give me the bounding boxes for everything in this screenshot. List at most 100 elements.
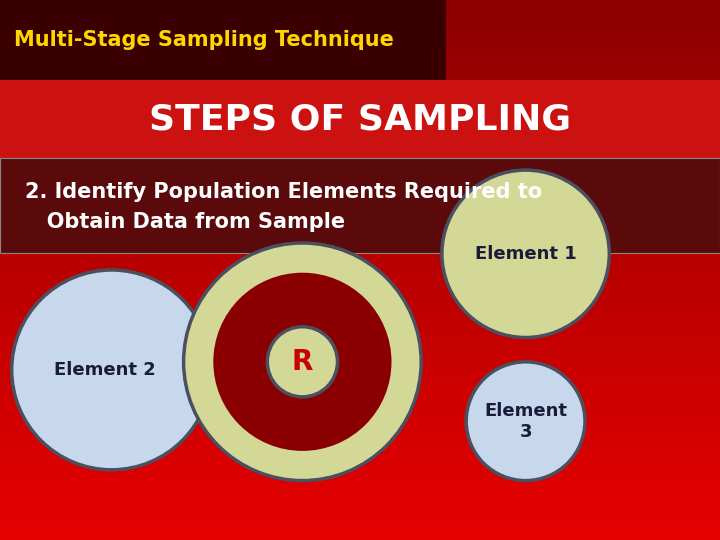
Bar <box>0 259 720 262</box>
Bar <box>0 184 720 186</box>
Bar <box>0 148 720 151</box>
Bar <box>0 389 720 392</box>
Bar <box>0 59 720 62</box>
Bar <box>0 205 720 208</box>
FancyBboxPatch shape <box>0 158 720 253</box>
Bar <box>0 346 720 348</box>
Bar <box>0 57 720 59</box>
Bar <box>0 11 720 14</box>
Bar <box>0 340 720 343</box>
Text: Obtain Data from Sample: Obtain Data from Sample <box>25 212 346 232</box>
Bar <box>0 292 720 294</box>
Bar <box>0 289 720 292</box>
Bar <box>0 76 720 78</box>
Bar <box>0 35 720 38</box>
Bar <box>0 232 720 235</box>
Bar <box>0 281 720 284</box>
Bar <box>0 405 720 408</box>
Bar <box>0 273 720 275</box>
Bar <box>0 494 720 497</box>
Bar <box>0 208 720 211</box>
Bar <box>0 22 720 24</box>
Bar <box>0 262 720 265</box>
Bar <box>0 537 720 540</box>
Bar <box>0 100 720 103</box>
Bar <box>0 427 720 429</box>
Bar <box>0 27 720 30</box>
Bar <box>0 157 720 159</box>
Bar <box>0 46 720 49</box>
Bar <box>0 97 720 100</box>
Bar <box>0 165 720 167</box>
Bar <box>0 370 720 373</box>
Bar <box>0 38 720 40</box>
Bar <box>0 475 720 478</box>
Bar <box>0 321 720 324</box>
Bar <box>0 270 720 273</box>
Bar <box>0 16 720 19</box>
Bar <box>0 332 720 335</box>
Bar <box>0 429 720 432</box>
Bar <box>0 265 720 267</box>
Bar <box>0 230 720 232</box>
Bar <box>0 122 720 124</box>
Bar <box>0 486 720 489</box>
Bar <box>0 248 720 251</box>
Bar <box>0 338 720 340</box>
Text: R: R <box>292 348 313 376</box>
Bar <box>0 235 720 238</box>
Bar <box>0 381 720 383</box>
Bar <box>0 454 720 456</box>
Bar <box>0 62 720 65</box>
Bar <box>0 86 720 89</box>
Bar <box>0 310 720 313</box>
Bar <box>0 89 720 92</box>
Bar <box>0 410 720 413</box>
Bar <box>0 470 720 472</box>
Bar <box>0 378 720 381</box>
Bar <box>0 170 720 173</box>
Bar <box>0 227 720 229</box>
Bar <box>0 435 720 437</box>
Bar <box>0 456 720 459</box>
Bar <box>0 462 720 464</box>
Bar <box>0 146 720 148</box>
Bar <box>0 413 720 416</box>
Bar <box>0 135 720 138</box>
Bar <box>0 432 720 435</box>
Bar <box>0 451 720 454</box>
Bar <box>0 467 720 470</box>
Bar <box>0 478 720 481</box>
Bar <box>0 219 720 221</box>
Text: Element
3: Element 3 <box>484 402 567 441</box>
Bar <box>0 513 720 516</box>
Bar <box>0 394 720 397</box>
Bar <box>0 402 720 405</box>
Bar <box>0 246 720 248</box>
Bar <box>0 154 720 157</box>
Bar <box>0 238 720 240</box>
Ellipse shape <box>12 270 212 470</box>
Bar <box>0 113 720 116</box>
Bar <box>0 49 720 51</box>
Ellipse shape <box>267 327 338 397</box>
Text: Element 2: Element 2 <box>53 361 156 379</box>
Bar <box>0 302 720 305</box>
Bar <box>0 5 720 8</box>
Bar <box>0 335 720 338</box>
Bar <box>0 500 720 502</box>
Bar <box>0 213 720 216</box>
Bar <box>0 505 720 508</box>
Bar <box>0 240 720 243</box>
Bar <box>0 0 720 3</box>
Bar <box>0 202 720 205</box>
Bar <box>0 459 720 462</box>
Bar <box>0 138 720 140</box>
Bar <box>0 373 720 375</box>
Bar <box>0 351 720 354</box>
Bar <box>0 186 720 189</box>
Text: STEPS OF SAMPLING: STEPS OF SAMPLING <box>149 102 571 136</box>
Bar <box>0 446 720 448</box>
Bar <box>0 92 720 94</box>
Bar <box>0 130 720 132</box>
